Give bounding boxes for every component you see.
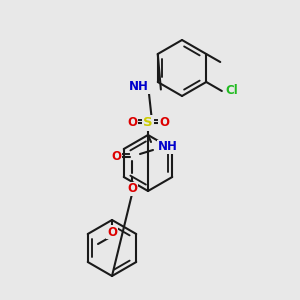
Text: O: O [159, 116, 169, 130]
Text: O: O [127, 116, 137, 130]
Text: NH: NH [129, 80, 149, 93]
Text: O: O [127, 182, 137, 196]
Text: NH: NH [158, 140, 178, 154]
Text: Cl: Cl [226, 85, 239, 98]
Text: O: O [111, 151, 121, 164]
Text: S: S [143, 116, 153, 130]
Text: O: O [107, 226, 117, 238]
